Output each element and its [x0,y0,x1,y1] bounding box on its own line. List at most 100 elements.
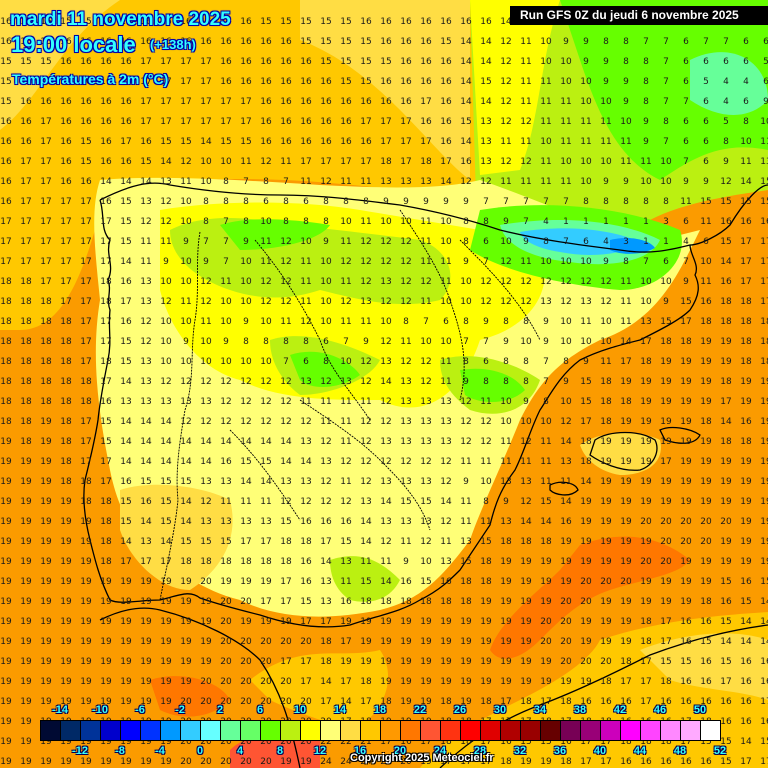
grid-value: 13 [120,397,132,407]
grid-value: 20 [240,737,252,747]
grid-value: 19 [700,337,712,347]
grid-value: 19 [640,477,652,487]
grid-value: 4 [723,77,729,87]
grid-value: 16 [740,677,752,687]
grid-value: 13 [220,477,232,487]
grid-value: 19 [680,557,692,567]
grid-value: 9 [223,337,229,347]
scale-label: -8 [115,745,125,757]
grid-value: 19 [460,617,472,627]
grid-value: 19 [680,577,692,587]
grid-value: 11 [600,117,612,127]
grid-value: 11 [360,217,372,227]
grid-value: 16 [300,77,312,87]
grid-value: 16 [80,177,92,187]
grid-value: 19 [540,597,552,607]
grid-value: 19 [20,737,32,747]
grid-value: 19 [180,577,192,587]
grid-value: 16 [100,197,112,207]
grid-value: 14 [240,437,252,447]
grid-value: 17 [200,117,212,127]
grid-value: 7 [203,237,209,247]
grid-value: 19 [60,557,72,567]
grid-value: 17 [100,217,112,227]
grid-value: 10 [580,177,592,187]
grid-value: 16 [400,97,412,107]
grid-value: 10 [200,357,212,367]
grid-value: 10 [200,177,212,187]
grid-value: 15 [20,37,32,47]
grid-value: 19 [600,457,612,467]
grid-value: 9 [203,257,209,267]
grid-value: 11 [340,577,352,587]
grid-value: 16 [660,697,672,707]
grid-value: 19 [680,397,692,407]
grid-value: 19 [120,657,132,667]
grid-value: 18 [740,337,752,347]
grid-value: 10 [340,357,352,367]
grid-value: 16 [120,17,132,27]
scale-swatch [461,721,481,740]
grid-value: 13 [540,297,552,307]
grid-value: 13 [140,377,152,387]
grid-value: 12 [280,257,292,267]
grid-value: 12 [180,157,192,167]
grid-value: 16 [280,97,292,107]
grid-value: 8 [663,197,669,207]
grid-value: 13 [640,317,652,327]
grid-value: 16 [140,497,152,507]
grid-value: 7 [543,197,549,207]
grid-value: 15 [120,217,132,227]
grid-value: 10 [640,297,652,307]
scale-swatch [261,721,281,740]
grid-value: 18 [180,557,192,567]
grid-value: 6 [703,237,709,247]
variable-title: Températures à 2m (°C) [12,71,169,87]
grid-value: 19 [40,497,52,507]
grid-value: 20 [200,677,212,687]
grid-value: 17 [60,257,72,267]
grid-value: 20 [580,657,592,667]
grid-value: 19 [640,437,652,447]
grid-value: 11 [340,317,352,327]
grid-value: 19 [620,557,632,567]
grid-value: 6 [303,197,309,207]
grid-value: 16 [180,37,192,47]
grid-value: 12 [520,497,532,507]
grid-value: 9 [603,57,609,67]
grid-value: 10 [400,217,412,227]
grid-value: 19 [720,357,732,367]
grid-value: 15 [480,77,492,87]
grid-value: 9 [683,177,689,187]
grid-value: 11 [420,217,432,227]
grid-value: 12 [460,177,472,187]
grid-value: 12 [320,477,332,487]
grid-value: 13 [400,377,412,387]
grid-value: 16 [740,697,752,707]
grid-value: 18 [20,437,32,447]
grid-value: 19 [540,757,552,767]
grid-value: 15 [40,57,52,67]
grid-value: 17 [540,697,552,707]
grid-value: 19 [740,377,752,387]
grid-value: 18 [460,737,472,747]
grid-value: 19 [660,417,672,427]
grid-value: 16 [0,197,12,207]
grid-value: 17 [660,457,672,467]
scale-label: 18 [373,704,387,716]
grid-value: 14 [200,437,212,447]
grid-value: 16 [280,37,292,47]
grid-value: 19 [60,537,72,547]
grid-value: 14 [340,697,352,707]
grid-value: 17 [220,117,232,127]
grid-value: 15 [280,517,292,527]
grid-value: 19 [680,457,692,467]
grid-value: 19 [760,557,768,567]
grid-value: 19 [520,677,532,687]
grid-value: 16 [740,717,752,727]
grid-value: 16 [340,97,352,107]
grid-value: 16 [260,77,272,87]
grid-value: 19 [640,497,652,507]
grid-value: 18 [20,377,32,387]
scale-swatch [401,721,421,740]
